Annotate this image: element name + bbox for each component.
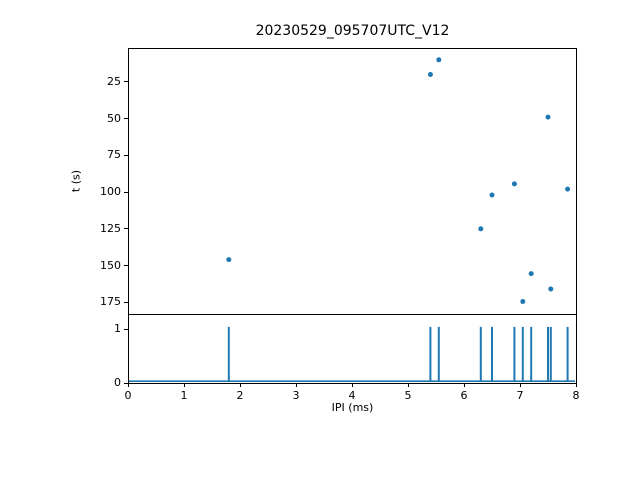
x-tick-label: 3 bbox=[292, 389, 300, 402]
x-tick-mark bbox=[183, 383, 185, 387]
scatter-point bbox=[528, 271, 534, 277]
y-tick-mark bbox=[124, 154, 128, 156]
scatter-point bbox=[520, 299, 526, 304]
x-tick-mark bbox=[239, 383, 241, 387]
scatter-point bbox=[478, 226, 484, 232]
x-tick-label: 2 bbox=[236, 389, 244, 402]
y-tick-mark bbox=[124, 301, 128, 303]
x-tick-mark bbox=[295, 383, 297, 387]
scatter-point bbox=[548, 286, 554, 292]
x-tick-label: 6 bbox=[460, 389, 468, 402]
scatter-points-layer bbox=[226, 57, 571, 304]
scatter-plot-area bbox=[128, 48, 577, 315]
y-tick-mark bbox=[124, 228, 128, 230]
y-tick-label: 175 bbox=[100, 295, 121, 309]
x-tick-mark bbox=[519, 383, 521, 387]
x-tick-mark bbox=[407, 383, 409, 387]
y-tick-label: 100 bbox=[100, 185, 121, 199]
scatter-point bbox=[436, 57, 442, 63]
y-tick-label: 25 bbox=[107, 74, 121, 88]
scatter-point bbox=[511, 181, 517, 187]
spike-lines-layer bbox=[129, 326, 575, 382]
x-tick-mark bbox=[575, 383, 577, 387]
y-tick-mark bbox=[124, 81, 128, 83]
scatter-point bbox=[545, 114, 551, 120]
scatter-point bbox=[489, 192, 495, 198]
scatter-point bbox=[427, 72, 433, 77]
spike-plot-area bbox=[128, 314, 577, 384]
x-tick-label: 4 bbox=[348, 389, 356, 402]
x-tick-mark bbox=[127, 383, 129, 387]
chart-title: 20230529_095707UTC_V12 bbox=[255, 23, 450, 39]
y-tick-label: 150 bbox=[100, 258, 121, 272]
x-tick-label: 5 bbox=[404, 389, 412, 402]
y-tick-mark bbox=[124, 265, 128, 266]
y-tick-label: 50 bbox=[107, 111, 121, 125]
x-tick-mark bbox=[463, 383, 465, 387]
y-tick-mark bbox=[124, 191, 128, 193]
y-tick-mark bbox=[124, 382, 128, 384]
y-tick-label: 1 bbox=[114, 322, 121, 336]
y-tick-label: 0 bbox=[114, 376, 121, 389]
scatter-point bbox=[565, 186, 571, 192]
y-tick-label: 125 bbox=[100, 221, 121, 235]
scatter-point bbox=[226, 257, 232, 263]
x-tick-label: 8 bbox=[572, 389, 580, 402]
x-tick-label: 1 bbox=[180, 389, 188, 402]
y-tick-mark bbox=[124, 118, 128, 120]
y-tick-mark bbox=[124, 328, 128, 330]
x-tick-label: 0 bbox=[124, 389, 132, 402]
x-axis-label: IPI (ms) bbox=[331, 401, 374, 414]
x-tick-label: 7 bbox=[516, 389, 524, 402]
x-tick-mark bbox=[351, 383, 353, 387]
y-tick-label: 75 bbox=[107, 148, 121, 162]
